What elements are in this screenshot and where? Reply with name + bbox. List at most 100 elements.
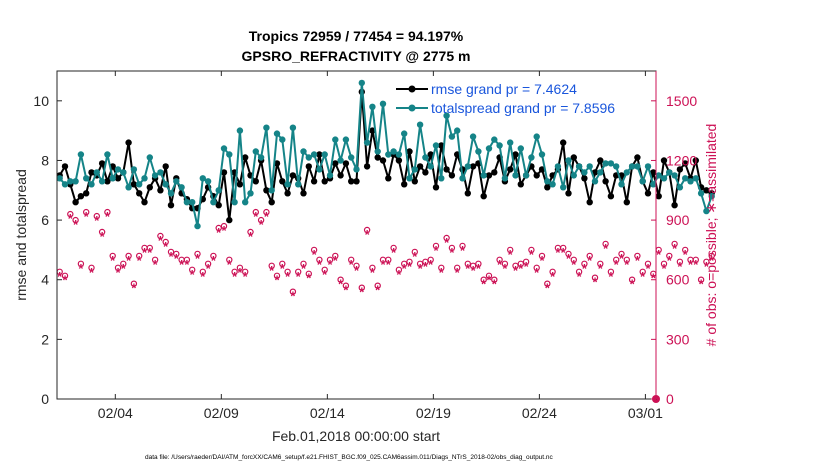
totalspread-point xyxy=(485,145,493,152)
possible-obs-point xyxy=(607,268,615,275)
assimilated-obs-point: * xyxy=(502,261,508,276)
possible-obs-point xyxy=(268,262,275,269)
possible-obs-point xyxy=(496,256,503,263)
rmse-point xyxy=(485,172,493,179)
assimilated-obs-point: * xyxy=(672,241,678,256)
assimilated-obs-point: * xyxy=(237,265,243,280)
totalspread-point xyxy=(618,181,625,188)
totalspread-point xyxy=(438,175,445,182)
totalspread-point xyxy=(56,175,63,182)
possible-obs-point xyxy=(697,276,705,283)
rmse-point xyxy=(676,166,684,173)
possible-obs-point xyxy=(517,260,525,267)
assimilated-obs-point: * xyxy=(306,271,312,286)
rmse-point xyxy=(385,175,392,182)
assimilated-obs-point: * xyxy=(645,261,651,276)
assimilated-obs-point: * xyxy=(110,253,116,268)
assimilated-obs-point: * xyxy=(614,257,620,272)
data-file-footnote: data file: /Users/raeder/DAI/ATM_forcXX/… xyxy=(145,454,554,461)
assimilated-obs-point: * xyxy=(253,209,259,224)
possible-obs-point xyxy=(353,262,360,269)
rmse-point xyxy=(401,181,408,188)
rmse-point xyxy=(703,187,710,194)
assimilated-obs-point: * xyxy=(396,267,402,282)
rmse-point xyxy=(602,178,609,185)
rmse-point xyxy=(650,169,657,176)
assimilated-obs-point: * xyxy=(471,263,477,278)
assimilated-obs-point: * xyxy=(163,239,169,254)
possible-obs-point xyxy=(427,256,434,263)
possible-obs-point xyxy=(501,260,509,267)
rmse-point xyxy=(236,181,244,188)
rmse-point xyxy=(416,163,424,170)
possible-obs-point xyxy=(210,252,217,260)
totalspread-point xyxy=(210,199,217,206)
totalspread-point xyxy=(507,139,514,146)
possible-obs-point xyxy=(167,248,175,256)
chart-title-line-2: GPSRO_REFRACTIVITY @ 2775 m xyxy=(242,48,471,64)
rmse-point xyxy=(644,190,652,197)
assimilated-obs-point: * xyxy=(481,277,487,292)
assimilated-obs-point: * xyxy=(105,209,111,224)
totalspread-point xyxy=(337,157,344,164)
possible-obs-point xyxy=(305,270,312,277)
possible-obs-point xyxy=(438,264,445,271)
possible-obs-point xyxy=(321,266,328,273)
totalspread-point xyxy=(109,175,116,182)
totalspread-point xyxy=(549,181,556,188)
legend-spread-label: totalspread grand pr = 7.8596 xyxy=(431,100,615,116)
assimilated-obs-point: * xyxy=(709,253,715,268)
totalspread-point xyxy=(395,151,403,158)
possible-obs-point xyxy=(257,216,265,224)
left-y-axis-label: rmse and totalspread xyxy=(13,169,29,301)
totalspread-point xyxy=(443,112,450,119)
rmse-point xyxy=(448,172,456,179)
totalspread-point xyxy=(130,166,138,173)
rmse-point xyxy=(533,172,540,179)
possible-obs-point xyxy=(618,250,625,258)
legend-rmse-marker xyxy=(408,85,416,93)
rmse-point xyxy=(130,181,138,188)
rmse-point xyxy=(114,175,122,182)
assimilated-obs-point: * xyxy=(126,253,132,268)
x-tick-label: 03/01 xyxy=(628,405,663,421)
possible-obs-point xyxy=(231,268,238,275)
totalspread-point xyxy=(613,163,620,170)
assimilated-obs-point: * xyxy=(248,229,254,244)
possible-obs-point xyxy=(406,258,413,265)
assimilated-obs-point: * xyxy=(529,247,535,262)
left-y-tick-label: 2 xyxy=(41,331,49,347)
x-axis-label: Feb.01,2018 00:00:00 start xyxy=(272,428,440,444)
totalspread-point xyxy=(697,190,705,197)
assimilated-obs-point: * xyxy=(661,261,667,276)
assimilated-obs-point: * xyxy=(688,257,694,272)
possible-obs-point xyxy=(337,276,344,283)
totalspread-point xyxy=(597,169,604,176)
totalspread-point xyxy=(448,133,456,140)
totalspread-point xyxy=(332,136,339,143)
possible-obs-point xyxy=(363,226,371,234)
assimilated-obs-point: * xyxy=(131,281,137,296)
possible-obs-point xyxy=(416,260,424,267)
x-tick-label: 02/14 xyxy=(310,405,345,421)
totalspread-point xyxy=(204,178,212,185)
rmse-point xyxy=(692,157,699,164)
right-y-tick-label: 0 xyxy=(666,391,674,407)
possible-obs-point xyxy=(369,264,376,271)
totalspread-point xyxy=(581,169,588,176)
possible-obs-point xyxy=(188,266,196,273)
assimilated-obs-point: * xyxy=(211,253,217,268)
possible-obs-point xyxy=(72,216,79,224)
rmse-point xyxy=(167,202,175,209)
possible-obs-point xyxy=(459,242,466,250)
assimilated-obs-point: * xyxy=(667,253,673,268)
assimilated-obs-point: * xyxy=(412,249,418,264)
possible-obs-point xyxy=(252,208,259,216)
possible-obs-point xyxy=(236,264,244,271)
assimilated-obs-point: * xyxy=(370,265,376,280)
totalspread-point xyxy=(570,172,577,179)
totalspread-point xyxy=(602,160,609,167)
totalspread-point xyxy=(411,166,418,173)
rmse-point xyxy=(655,193,662,200)
assimilated-obs-point: * xyxy=(449,245,455,260)
